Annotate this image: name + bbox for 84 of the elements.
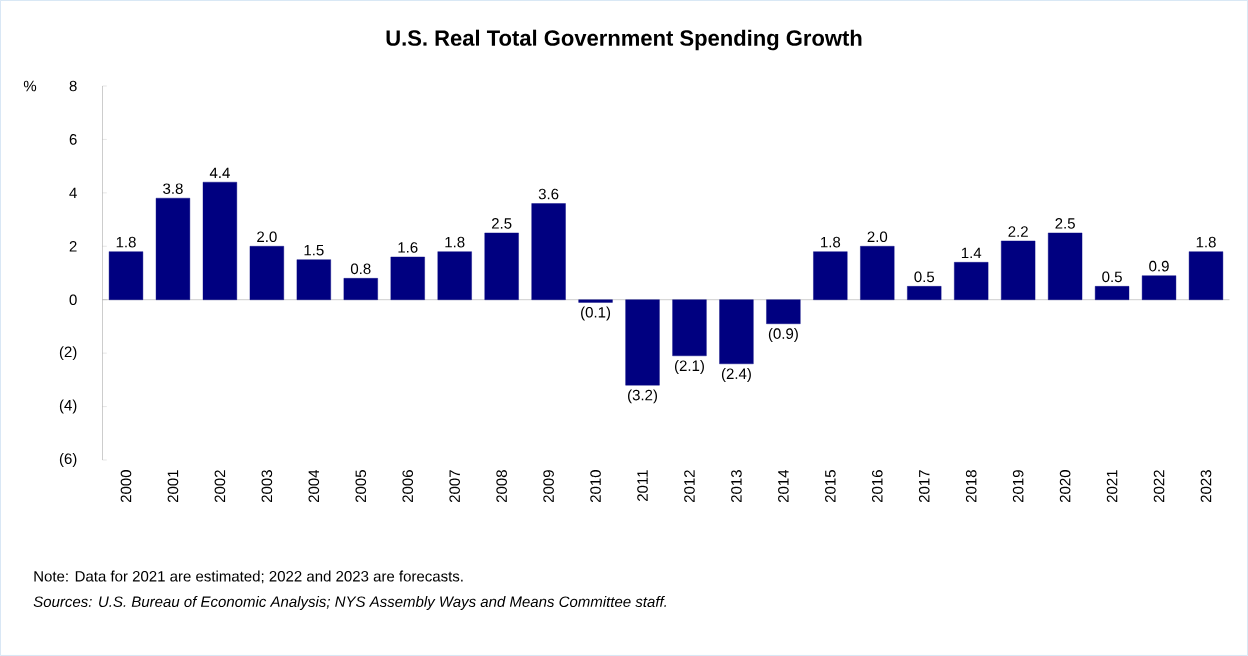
y-tick-label: (2) — [59, 346, 77, 361]
y-tick-label: 2 — [69, 241, 77, 252]
x-tick-label: 2018 — [965, 470, 977, 503]
x-tick-label: 2022 — [1153, 470, 1165, 503]
x-tick-label: 2006 — [402, 470, 414, 503]
data-label: 1.6 — [398, 242, 418, 253]
bar — [625, 299, 660, 386]
x-tick-label: 2013 — [731, 470, 742, 503]
y-tick-label: 8 — [69, 80, 77, 92]
bar — [1094, 286, 1130, 300]
data-label: 0.5 — [914, 271, 935, 283]
y-tick-label: (6) — [59, 453, 77, 467]
bar — [343, 278, 378, 300]
bar — [390, 256, 425, 300]
data-label: 3.8 — [163, 183, 183, 194]
bar — [578, 299, 613, 303]
data-label: 0.5 — [1102, 271, 1122, 283]
bar — [860, 246, 895, 300]
data-label: 1.8 — [116, 236, 136, 248]
data-label: 2.0 — [867, 231, 888, 243]
data-label: 2.2 — [1008, 226, 1028, 237]
data-label: 1.8 — [821, 236, 841, 248]
x-tick-label: 2008 — [496, 470, 507, 503]
data-label: 3.6 — [538, 188, 559, 200]
data-label: 2.5 — [1055, 218, 1075, 229]
bar — [484, 232, 519, 300]
x-tick-label: 2016 — [871, 470, 883, 503]
data-label: 4.4 — [209, 167, 230, 178]
x-tick-label: 2020 — [1059, 470, 1071, 503]
bar — [766, 299, 801, 324]
bar — [202, 181, 238, 300]
x-tick-label: 2004 — [308, 469, 320, 503]
x-tick-label: 2001 — [167, 470, 179, 503]
data-label: 2.0 — [257, 231, 277, 243]
x-tick-label: 2005 — [355, 470, 367, 503]
x-tick-label: 2002 — [214, 470, 226, 503]
x-tick-label: 2009 — [543, 470, 554, 503]
data-label: 1.8 — [445, 236, 465, 248]
y-tick-label: 4 — [69, 187, 77, 199]
bar — [1141, 275, 1177, 300]
x-tick-label: 2015 — [825, 470, 836, 503]
x-tick-label: 2012 — [684, 470, 695, 503]
text: Note: Data for 2021 are estimated; 2022 and 2023 are forecasts. — [34, 570, 463, 584]
y-axis-title: % — [23, 80, 37, 92]
bar — [437, 251, 472, 300]
data-label: 2.5 — [491, 218, 512, 229]
data-label: 0.9 — [1149, 260, 1169, 272]
x-tick-label: 2023 — [1200, 470, 1212, 503]
data-label: (0.1) — [581, 306, 611, 321]
x-tick-label: 2007 — [449, 470, 460, 503]
x-tick-label: 2019 — [1012, 470, 1024, 503]
x-tick-label: 2003 — [261, 470, 273, 503]
source-note: Sources: U.S. Bureau of Economic Analysis; NYS Assembly Ways and Means Committee staff. — [33, 595, 666, 610]
data-label: (3.2) — [628, 389, 657, 404]
data-label: (0.9) — [768, 327, 798, 342]
bar — [954, 262, 989, 300]
data-label: (2.4) — [721, 368, 751, 382]
bar — [1001, 240, 1036, 300]
bar — [672, 299, 707, 356]
bar — [108, 251, 144, 300]
data-label: 1.5 — [304, 244, 324, 256]
bar — [249, 246, 284, 300]
bar — [719, 299, 754, 365]
bar — [531, 203, 566, 300]
bar — [155, 198, 191, 300]
y-tick-label: 0 — [69, 294, 77, 306]
x-tick-label: 2010 — [590, 470, 601, 503]
bar — [296, 259, 331, 300]
bar — [1048, 232, 1083, 300]
data-label: (2.1) — [674, 360, 704, 374]
x-tick-label: 2017 — [918, 470, 930, 503]
chart-title: U.S. Real Total Government Spending Growth — [386, 29, 862, 51]
bar — [813, 251, 848, 300]
x-tick-label: 2000 — [120, 470, 132, 503]
data-label: 1.8 — [1196, 236, 1216, 248]
data-label: 0.8 — [350, 263, 371, 275]
x-tick-label: 2011 — [637, 470, 648, 501]
bar — [907, 286, 942, 300]
y-tick-label: 6 — [69, 134, 77, 145]
y-tick-label: (4) — [59, 399, 77, 414]
bar — [1188, 251, 1224, 300]
x-tick-label: 2014 — [778, 469, 789, 503]
data-label: 1.4 — [961, 247, 982, 259]
x-tick-label: 2021 — [1106, 470, 1118, 503]
